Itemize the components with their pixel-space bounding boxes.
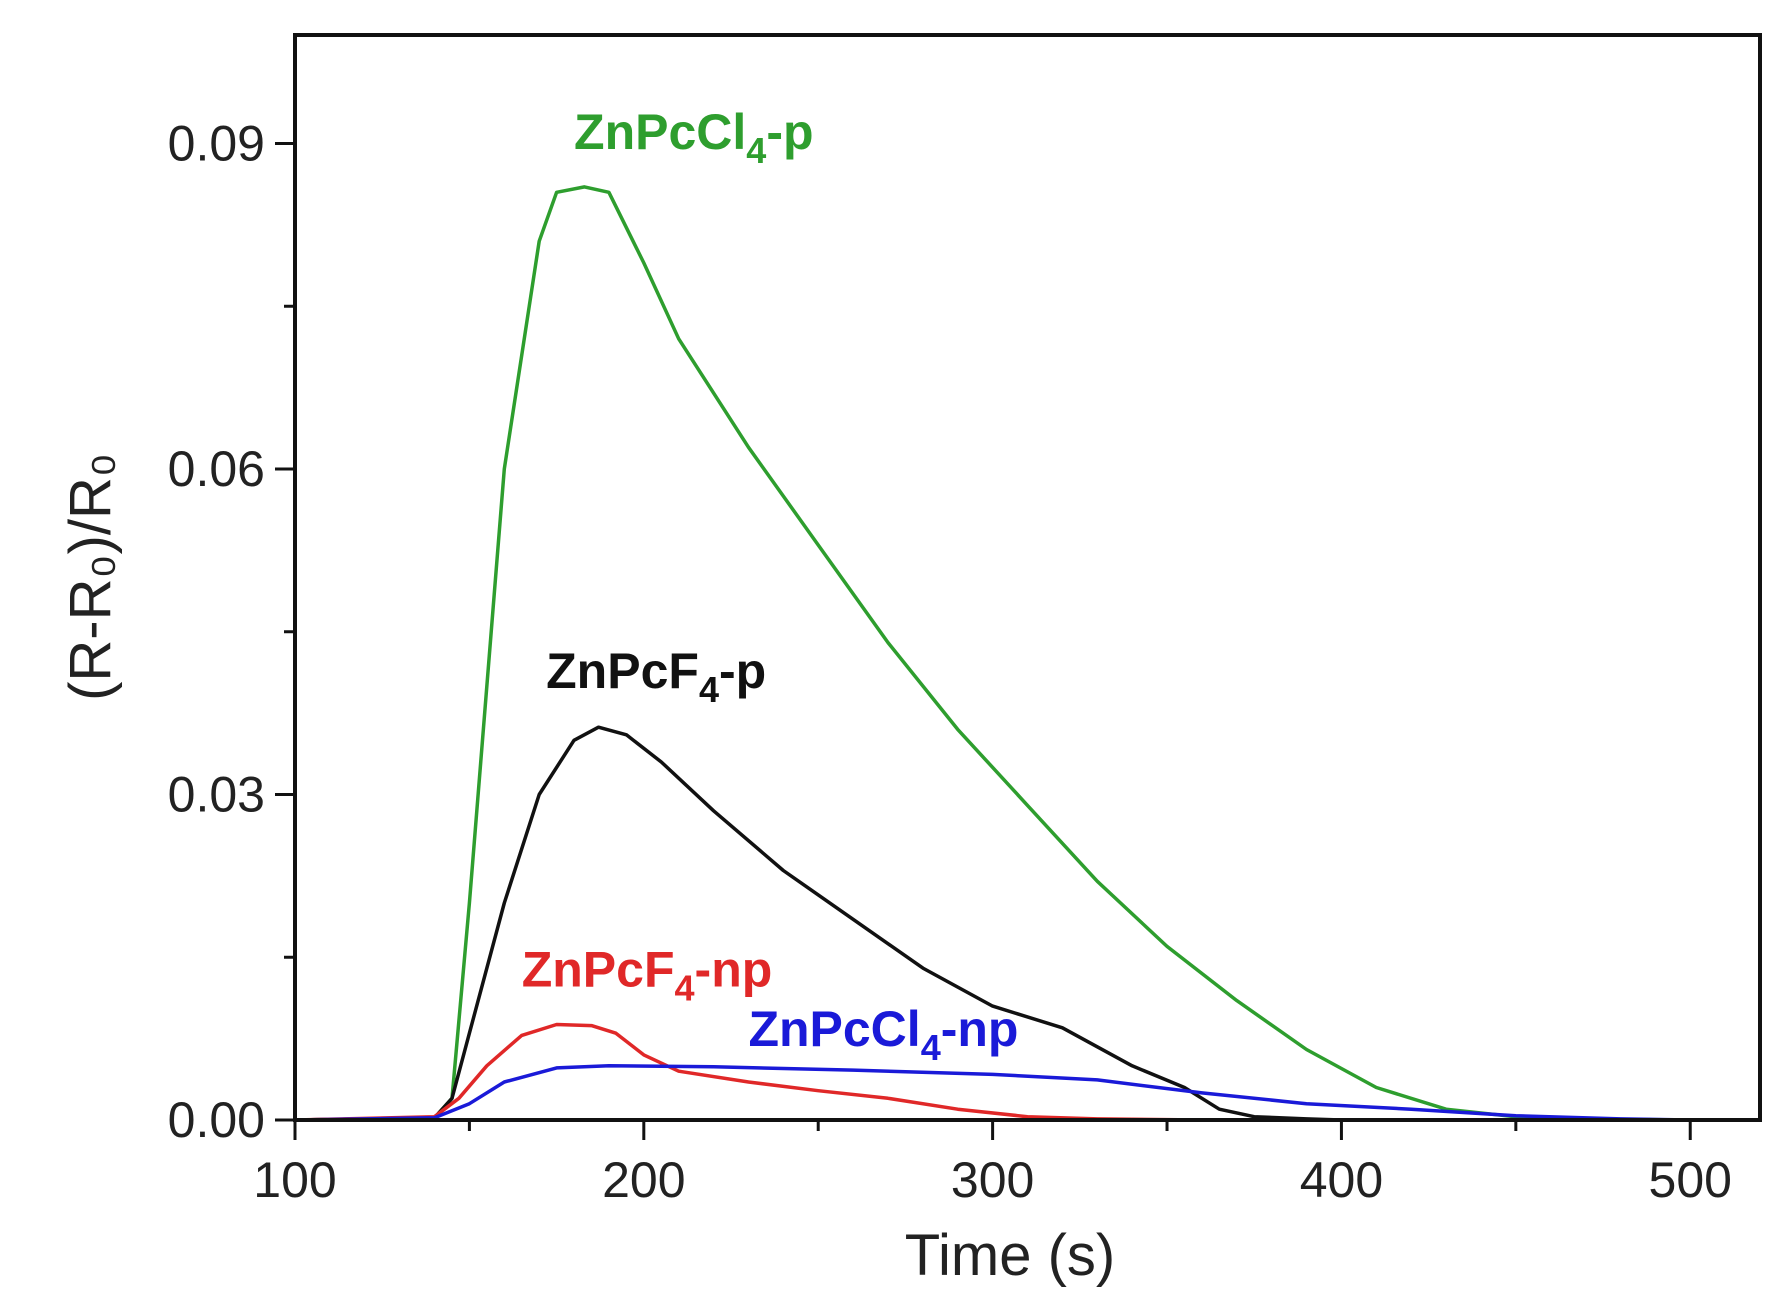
- series-line-znpccl4-p: [293, 185, 1692, 1122]
- x-tick-label: 300: [951, 1152, 1034, 1208]
- plot-frame: [293, 33, 1762, 1122]
- x-tick-label: 400: [1300, 1152, 1383, 1208]
- x-axis-title: Time (s): [905, 1223, 1115, 1288]
- series-label-znpcf4-p: ZnPcF4-p: [546, 643, 766, 710]
- series-label-znpccl4-np: ZnPcCl4-np: [748, 1001, 1018, 1068]
- y-tick-label: 0.00: [168, 1092, 265, 1148]
- y-tick-label: 0.03: [168, 767, 265, 823]
- y-tick-label: 0.06: [168, 441, 265, 497]
- series-line-znpcf4-p: [293, 725, 1344, 1122]
- y-tick-label: 0.09: [168, 116, 265, 172]
- x-tick-label: 500: [1649, 1152, 1732, 1208]
- y-axis-title: (R-R₀)/R₀: [58, 453, 123, 701]
- series-line-znpccl4-np: [293, 1064, 1692, 1122]
- x-tick-label: 100: [253, 1152, 336, 1208]
- plot-area: [293, 185, 1692, 1122]
- series-label-znpccl4-p: ZnPcCl4-p: [574, 104, 813, 171]
- x-tick-label: 200: [602, 1152, 685, 1208]
- series-label-znpcf4-np: ZnPcF4-np: [522, 942, 773, 1009]
- axes: 100 200 300 400 500 0.00 0.03 0.06 0.09: [168, 116, 1732, 1209]
- series-line-znpcf4-np: [293, 1022, 1344, 1122]
